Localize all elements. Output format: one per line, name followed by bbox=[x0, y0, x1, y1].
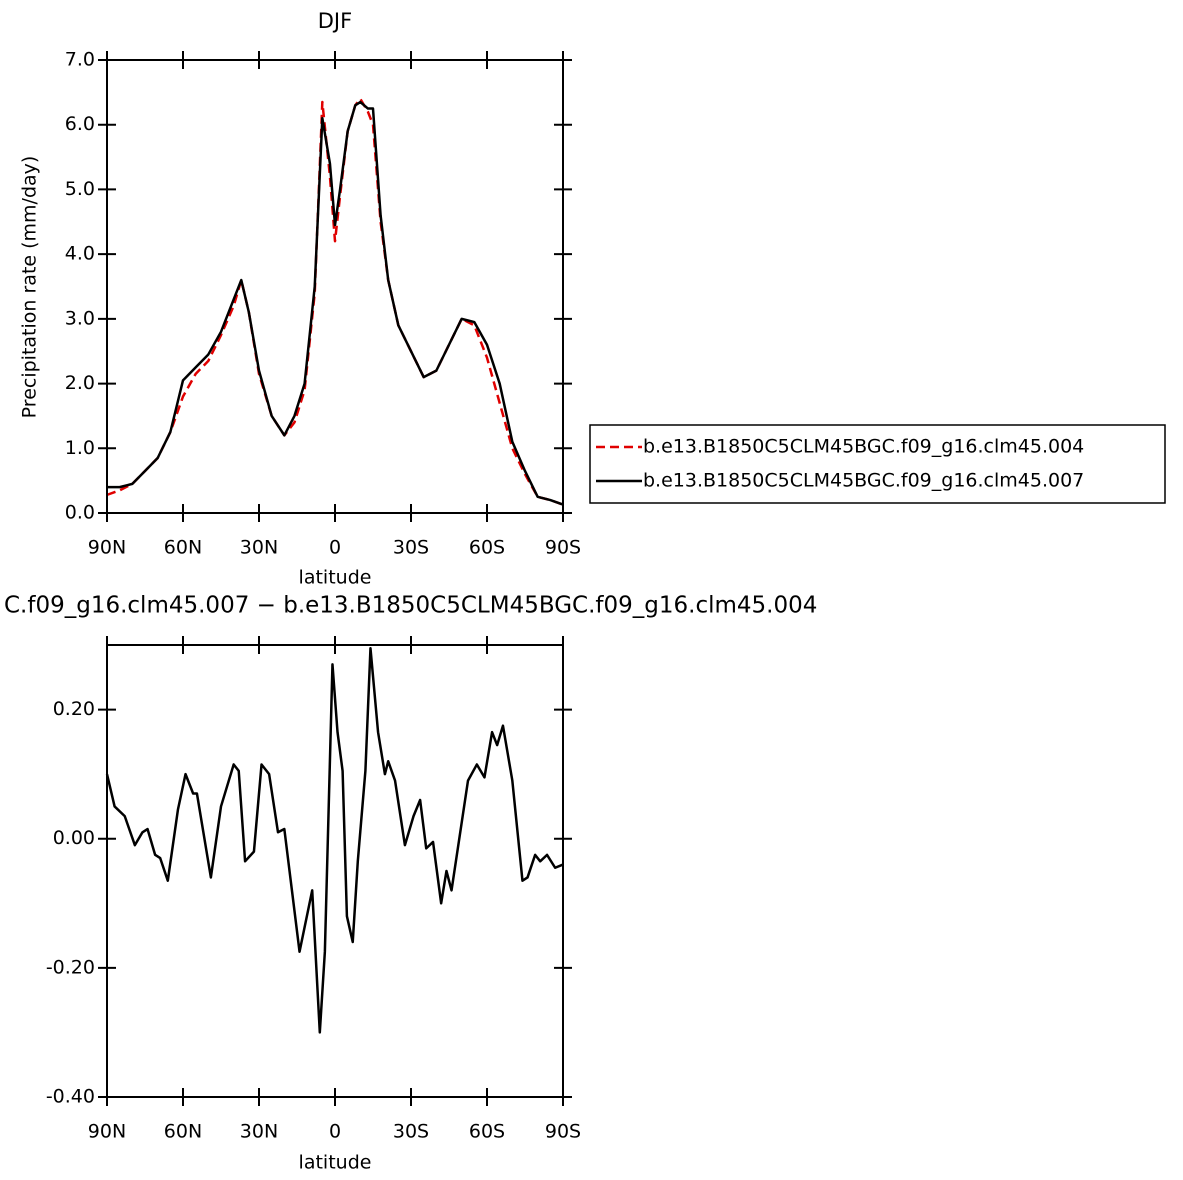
y-tick-label: 2.0 bbox=[65, 372, 95, 394]
x-axis-label: latitude bbox=[299, 1152, 372, 1174]
legend-label: b.e13.B1850C5CLM45BGC.f09_g16.clm45.004 bbox=[643, 436, 1084, 458]
y-tick-label: -0.40 bbox=[46, 1086, 95, 1108]
x-tick-label: 60S bbox=[469, 537, 505, 559]
y-tick-label: 0.20 bbox=[53, 698, 95, 720]
y-tick-label: 1.0 bbox=[65, 437, 95, 459]
x-tick-label: 0 bbox=[329, 1121, 341, 1143]
x-tick-label: 0 bbox=[329, 537, 341, 559]
x-tick-label: 30N bbox=[240, 537, 278, 559]
series-line bbox=[107, 100, 564, 506]
chart-title: C.f09_g16.clm45.007 − b.e13.B1850C5CLM45… bbox=[4, 593, 817, 619]
plot-frame bbox=[106, 59, 564, 514]
x-tick-label: 90N bbox=[88, 537, 126, 559]
y-tick-label: 5.0 bbox=[65, 178, 95, 200]
legend-box bbox=[589, 424, 1166, 504]
x-tick-label: 90S bbox=[545, 1121, 581, 1143]
x-tick-label: 60S bbox=[469, 1121, 505, 1143]
y-tick-label: 0.00 bbox=[53, 827, 95, 849]
y-tick-label: 7.0 bbox=[65, 49, 95, 71]
x-tick-label: 30N bbox=[240, 1121, 278, 1143]
y-tick-label: -0.20 bbox=[46, 956, 95, 978]
x-tick-label: 30S bbox=[393, 1121, 429, 1143]
x-tick-label: 60N bbox=[164, 1121, 202, 1143]
series-line bbox=[105, 646, 564, 1034]
x-tick-label: 90N bbox=[88, 1121, 126, 1143]
y-axis-label: Precipitation rate (mm/day) bbox=[19, 156, 41, 419]
chart-title: DJF bbox=[318, 9, 352, 33]
y-tick-label: 4.0 bbox=[65, 243, 95, 265]
x-tick-label: 90S bbox=[545, 537, 581, 559]
y-tick-label: 3.0 bbox=[65, 307, 95, 329]
x-tick-label: 30S bbox=[393, 537, 429, 559]
x-tick-label: 60N bbox=[164, 537, 202, 559]
legend-label: b.e13.B1850C5CLM45BGC.f09_g16.clm45.007 bbox=[643, 470, 1084, 492]
series-line bbox=[106, 97, 564, 506]
x-axis-label: latitude bbox=[299, 567, 372, 589]
y-tick-label: 6.0 bbox=[65, 113, 95, 135]
y-tick-label: 0.0 bbox=[65, 502, 95, 524]
